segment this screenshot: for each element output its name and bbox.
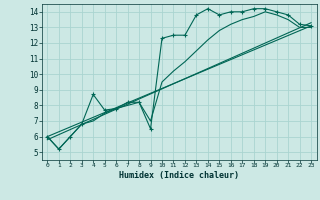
X-axis label: Humidex (Indice chaleur): Humidex (Indice chaleur) — [119, 171, 239, 180]
